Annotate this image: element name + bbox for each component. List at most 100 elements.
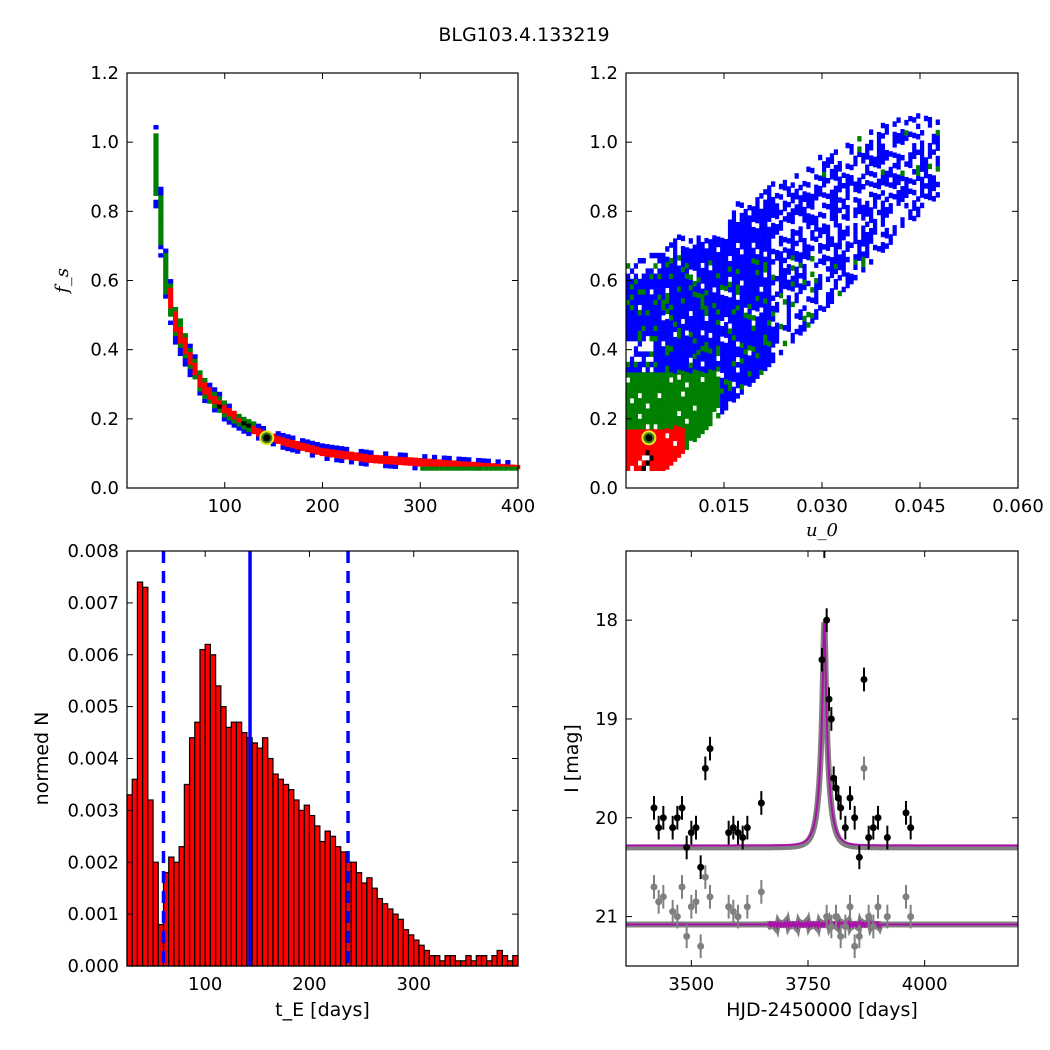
density-cell [673,435,678,441]
density-cell [436,463,443,468]
density-cell [684,268,690,274]
density-cell [822,171,827,178]
data-point [860,764,868,772]
density-cell [778,282,784,288]
density-cell [680,235,686,242]
density-cell [295,440,301,446]
density-cell [708,394,713,401]
density-cell [833,206,838,212]
density-cell [814,314,819,320]
density-cell [422,462,428,467]
density-cell [696,235,701,241]
density-cell [731,225,737,232]
density-cell [743,297,748,303]
density-cell [680,370,686,377]
density-cell [680,277,686,283]
density-cell [743,219,748,225]
density-cell [755,285,760,291]
density-cell [712,385,717,392]
density-cell [246,431,252,437]
histogram-bar [215,685,222,967]
histogram-bar [308,814,316,967]
density-cell [716,293,721,300]
density-cell [708,259,713,266]
density-cell [712,245,717,252]
density-cell [778,323,784,330]
density-cell [275,435,281,440]
density-cell [727,369,733,376]
density-cell [747,293,752,299]
density-cell [649,377,654,383]
histogram-bar [444,955,451,967]
density-cell [904,119,909,126]
density-cell [696,375,701,382]
density-cell [755,243,760,250]
density-cell [392,456,399,461]
density-cell [767,237,772,243]
density-cell [829,215,835,222]
density-cell [727,333,733,340]
y-tick-label: 0.0 [90,478,119,499]
density-cell [724,322,729,328]
density-cell [724,275,729,281]
density-cell [720,377,725,384]
density-cell [696,432,701,439]
y-tick-label: 0.2 [589,409,618,430]
density-cell [158,195,164,200]
density-cell [665,292,670,299]
histogram-bar [381,903,389,967]
density-cell [649,460,654,466]
density-cell [704,258,709,265]
density-cell [724,301,729,307]
density-cell [833,175,838,181]
density-cell [158,190,164,196]
density-cell [649,424,654,430]
data-point [855,853,863,861]
density-cell [724,373,729,380]
density-cell [704,248,709,254]
density-cell [731,376,737,382]
density-cell [696,282,701,288]
density-cell [720,388,725,394]
density-cell [696,396,701,402]
density-cell [751,284,756,290]
density-cell [763,329,768,335]
density-cell [158,244,164,250]
density-cell [751,299,756,306]
density-cell [704,295,709,301]
x-tick-label: 300 [403,496,437,517]
density-cell [645,366,650,373]
density-cell [720,351,725,358]
density-cell [716,412,721,419]
density-cell [743,328,748,334]
fs-vs-u0-panel: 0.015 0.030 0.045 0.0600.00.20.40.60.81.01.… [589,63,1043,541]
density-cell [708,317,713,323]
density-cell [888,208,893,214]
density-cell [727,307,733,314]
density-cell [187,343,193,349]
density-cell [684,304,690,310]
density-cell [637,418,642,425]
density-cell [212,395,218,401]
density-cell [692,431,697,437]
density-cell [153,125,159,130]
density-cell [700,319,705,326]
density-cell [735,279,740,285]
density-cell [731,355,737,362]
density-cell [439,466,445,471]
density-cell [731,231,737,237]
density-cell [904,182,909,188]
density-cell [324,456,330,461]
density-cell [743,224,748,230]
density-cell [818,279,823,285]
density-cell [774,332,780,339]
density-cell [771,352,776,358]
density-cell [163,256,169,262]
density-cell [649,304,654,311]
density-cell [759,250,764,256]
density-cell [786,253,791,260]
density-cell [888,203,893,209]
density-cell [908,209,913,215]
density-cell [197,370,203,375]
density-cell [700,288,705,295]
